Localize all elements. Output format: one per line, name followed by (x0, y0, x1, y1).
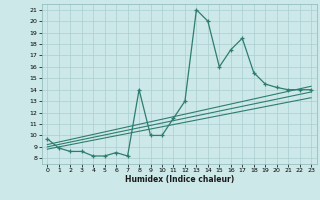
X-axis label: Humidex (Indice chaleur): Humidex (Indice chaleur) (124, 175, 234, 184)
